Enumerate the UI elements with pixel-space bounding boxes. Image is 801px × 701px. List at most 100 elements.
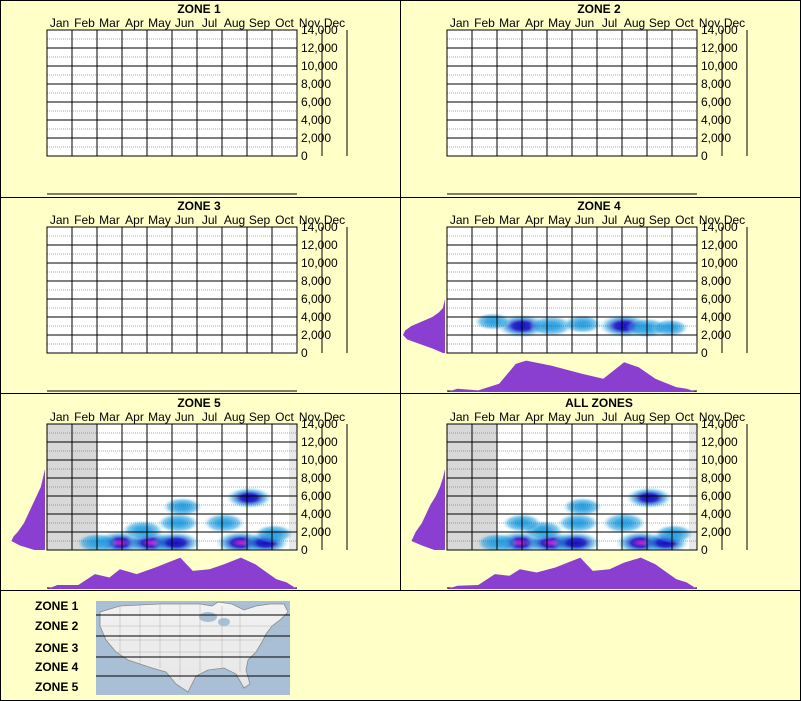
y-tick-label: 2,000 bbox=[701, 525, 731, 539]
month-label: Apr bbox=[125, 16, 144, 30]
month-label: Mar bbox=[99, 16, 120, 30]
month-label: Nov bbox=[299, 410, 320, 424]
month-label: Jun bbox=[175, 410, 194, 424]
y-tick-label: 6,000 bbox=[701, 292, 731, 306]
elevation-profile bbox=[11, 469, 45, 550]
month-profile bbox=[447, 557, 697, 589]
y-tick-label: 10,000 bbox=[701, 453, 738, 467]
y-tick-label: 2,000 bbox=[301, 131, 331, 145]
month-label: May bbox=[148, 16, 171, 30]
month-label: Jul bbox=[602, 16, 617, 30]
month-label: Sep bbox=[649, 213, 671, 227]
month-label: May bbox=[148, 410, 171, 424]
month-label: Oct bbox=[675, 16, 694, 30]
y-tick-label: 2,000 bbox=[701, 131, 731, 145]
zone-panel: ZONE 4 Jan Feb Mar Apr May Jun Jul Aug Sep Oct Nov D… bbox=[403, 199, 748, 392]
plot-frame bbox=[446, 423, 698, 551]
month-label: Mar bbox=[499, 410, 520, 424]
y-tick-label: 10,000 bbox=[701, 256, 738, 270]
month-label: Nov bbox=[699, 16, 720, 30]
month-label: Apr bbox=[525, 213, 544, 227]
month-label: Jan bbox=[50, 410, 69, 424]
month-label: Feb bbox=[474, 410, 495, 424]
density-blob bbox=[254, 524, 295, 544]
panel-title: ZONE 5 bbox=[177, 396, 221, 410]
month-label: Feb bbox=[474, 16, 495, 30]
legend-zone-label: ZONE 2 bbox=[35, 619, 79, 633]
y-tick-label: 4,000 bbox=[701, 310, 731, 324]
month-label: Oct bbox=[275, 213, 294, 227]
panel-title: ALL ZONES bbox=[565, 396, 633, 410]
month-label: Dec bbox=[324, 410, 345, 424]
y-tick-label: 4,000 bbox=[301, 507, 331, 521]
month-label: Feb bbox=[74, 16, 95, 30]
plot-frame bbox=[46, 423, 298, 551]
y-tick-label: 2,000 bbox=[301, 328, 331, 342]
month-label: Feb bbox=[474, 213, 495, 227]
month-label: Dec bbox=[324, 16, 345, 30]
zone-panel: ZONE 1 Jan Feb Mar Apr May Jun Jul Aug Sep Oct Nov D… bbox=[46, 2, 348, 195]
us-map bbox=[96, 601, 290, 695]
density-blob bbox=[157, 513, 200, 533]
y-tick-label: 8,000 bbox=[301, 471, 331, 485]
panel-title: ZONE 1 bbox=[177, 2, 221, 16]
month-label: Aug bbox=[224, 16, 245, 30]
month-profile bbox=[447, 360, 697, 392]
month-label: Dec bbox=[724, 16, 745, 30]
density-blob bbox=[625, 486, 673, 509]
panel-title: ZONE 4 bbox=[577, 199, 621, 213]
month-label: Apr bbox=[125, 410, 144, 424]
month-label: Feb bbox=[74, 410, 95, 424]
y-tick-label: 0 bbox=[301, 149, 308, 163]
month-label: Apr bbox=[525, 410, 544, 424]
legend-zone-label: ZONE 1 bbox=[35, 599, 79, 613]
y-tick-label: 6,000 bbox=[701, 489, 731, 503]
y-tick-label: 0 bbox=[301, 543, 308, 557]
month-label: Jun bbox=[575, 213, 594, 227]
great-lakes bbox=[199, 612, 217, 622]
y-tick-label: 0 bbox=[701, 149, 708, 163]
month-label: Jan bbox=[450, 213, 469, 227]
density-blob bbox=[474, 312, 512, 331]
month-label: Feb bbox=[74, 213, 95, 227]
y-tick-label: 10,000 bbox=[701, 59, 738, 73]
month-label: Oct bbox=[275, 16, 294, 30]
month-label: Apr bbox=[125, 213, 144, 227]
zone-panel: ZONE 2 Jan Feb Mar Apr May Jun Jul Aug Sep Oct Nov D… bbox=[446, 2, 748, 195]
month-label: May bbox=[548, 16, 571, 30]
y-tick-label: 8,000 bbox=[701, 274, 731, 288]
month-label: May bbox=[148, 213, 171, 227]
y-tick-label: 10,000 bbox=[301, 256, 338, 270]
month-label: Jun bbox=[175, 213, 194, 227]
zone-panel: ALL ZONES Jan Feb Mar Apr May Jun Jul Aug Sep Oct N… bbox=[411, 396, 748, 589]
month-label: Jul bbox=[202, 213, 217, 227]
panel-title: ZONE 2 bbox=[577, 2, 621, 16]
month-label: Jan bbox=[50, 16, 69, 30]
y-tick-label: 12,000 bbox=[701, 238, 738, 252]
y-tick-label: 4,000 bbox=[301, 113, 331, 127]
month-label: Jul bbox=[602, 410, 617, 424]
density-blob bbox=[601, 512, 647, 534]
y-tick-label: 8,000 bbox=[701, 77, 731, 91]
month-label: Oct bbox=[675, 213, 694, 227]
month-label: Aug bbox=[224, 410, 245, 424]
y-tick-label: 4,000 bbox=[701, 507, 731, 521]
y-tick-label: 0 bbox=[701, 543, 708, 557]
month-label: Aug bbox=[624, 213, 645, 227]
density-blob bbox=[225, 486, 273, 509]
month-label: Oct bbox=[675, 410, 694, 424]
month-label: Oct bbox=[275, 410, 294, 424]
plot-frame bbox=[446, 29, 698, 157]
month-label: Jun bbox=[575, 16, 594, 30]
us-landmass bbox=[99, 601, 289, 693]
zone-legend: ZONE 1 ZONE 2 ZONE 3 ZONE 4 ZONE 5 bbox=[35, 599, 290, 695]
y-tick-label: 12,000 bbox=[701, 41, 738, 55]
y-tick-label: 14,000 bbox=[701, 23, 738, 37]
month-label: Jun bbox=[575, 410, 594, 424]
y-tick-label: 2,000 bbox=[301, 525, 331, 539]
month-label: Mar bbox=[499, 213, 520, 227]
month-label: Jul bbox=[202, 16, 217, 30]
month-label: May bbox=[548, 213, 571, 227]
month-profile bbox=[47, 557, 297, 589]
